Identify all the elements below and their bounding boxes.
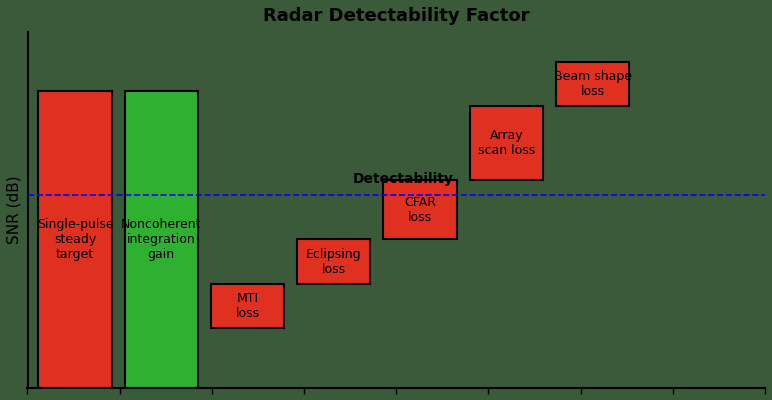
FancyBboxPatch shape <box>211 284 284 328</box>
Text: Array
scan loss: Array scan loss <box>478 129 535 157</box>
Text: Detectability: Detectability <box>352 172 453 186</box>
Text: Noncoherent
integration
gain: Noncoherent integration gain <box>121 218 201 261</box>
FancyBboxPatch shape <box>297 239 371 284</box>
Title: Radar Detectability Factor: Radar Detectability Factor <box>263 7 530 25</box>
Text: MTI
loss: MTI loss <box>235 292 259 320</box>
Y-axis label: SNR (dB): SNR (dB) <box>7 176 22 244</box>
FancyBboxPatch shape <box>384 180 457 239</box>
FancyBboxPatch shape <box>469 106 543 180</box>
Text: Beam shape
loss: Beam shape loss <box>554 70 631 98</box>
FancyBboxPatch shape <box>39 91 112 388</box>
FancyBboxPatch shape <box>124 91 198 388</box>
Text: Single-pulse
steady
target: Single-pulse steady target <box>36 218 113 261</box>
FancyBboxPatch shape <box>556 62 629 106</box>
Text: Eclipsing
loss: Eclipsing loss <box>306 248 361 276</box>
Text: CFAR
loss: CFAR loss <box>404 196 436 224</box>
